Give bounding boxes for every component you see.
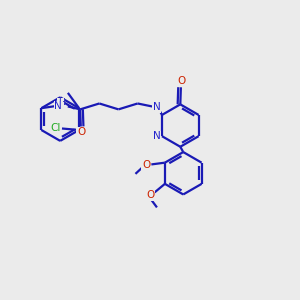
Text: N: N	[153, 102, 160, 112]
Text: N: N	[54, 101, 62, 111]
Text: Cl: Cl	[50, 123, 61, 133]
Text: O: O	[146, 190, 154, 200]
Text: N: N	[153, 131, 160, 141]
Text: O: O	[77, 127, 85, 137]
Text: H: H	[58, 98, 64, 107]
Text: O: O	[177, 76, 186, 86]
Text: O: O	[142, 160, 150, 170]
